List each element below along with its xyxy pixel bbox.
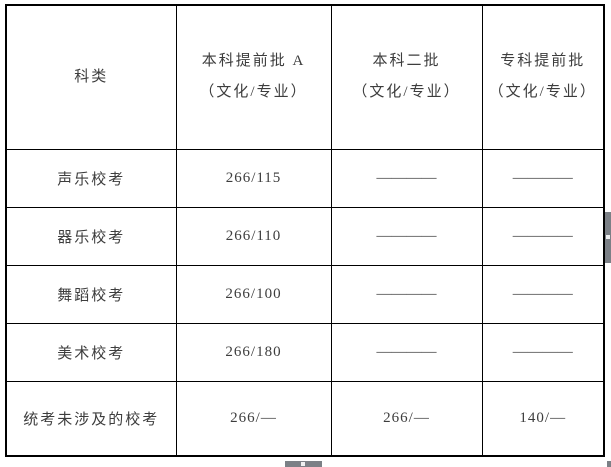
cell-benke-tiqian-a: 266/115 [175, 148, 332, 208]
header-benke-erpi: 本科二批 （文化/专业） [330, 4, 483, 150]
header-benke-erpi-line2: （文化/专业） [352, 84, 461, 101]
header-category-label: 科类 [74, 68, 109, 85]
cell-benke-erpi: ———— [330, 264, 483, 324]
row-category: 器乐校考 [5, 206, 177, 266]
vertical-scrollbar-thumb[interactable] [605, 212, 611, 263]
header-zhuanke-tiqian-line2: （文化/专业） [488, 84, 597, 101]
header-zhuanke-tiqian: 专科提前批 （文化/专业） [481, 4, 605, 150]
table-row: 器乐校考 266/110 ———— ———— [5, 206, 605, 266]
cell-benke-tiqian-a: 266/110 [175, 206, 332, 266]
scrollbar-grip [301, 462, 305, 466]
cell-benke-erpi: ———— [330, 206, 483, 266]
cell-zhuanke-tiqian: ———— [481, 322, 605, 382]
cell-benke-erpi: ———— [330, 322, 483, 382]
scrollbar-grip [606, 235, 610, 239]
header-zhuanke-tiqian-line1: 专科提前批 [500, 53, 586, 70]
row-category: 美术校考 [5, 322, 177, 382]
row-category: 舞蹈校考 [5, 264, 177, 324]
row-category: 声乐校考 [5, 148, 177, 208]
cell-benke-tiqian-a: 266/— [175, 380, 332, 457]
cell-zhuanke-tiqian: ———— [481, 206, 605, 266]
cell-benke-erpi: 266/— [330, 380, 483, 457]
table-row: 统考未涉及的校考 266/— 266/— 140/— [5, 380, 605, 457]
header-benke-tiqian-a-line2: （文化/专业） [199, 84, 308, 101]
table-row: 舞蹈校考 266/100 ———— ———— [5, 264, 605, 324]
score-table: 科类 本科提前批 A （文化/专业） 本科二批 （文化/专业） 专科提前批 （文… [5, 4, 605, 457]
header-benke-tiqian-a-line1: 本科提前批 A [201, 53, 306, 70]
row-category: 统考未涉及的校考 [5, 380, 177, 457]
cell-benke-erpi: ———— [330, 148, 483, 208]
cell-zhuanke-tiqian: ———— [481, 148, 605, 208]
cell-benke-tiqian-a: 266/180 [175, 322, 332, 382]
scrollbar-corner [607, 461, 611, 467]
table-row: 美术校考 266/180 ———— ———— [5, 322, 605, 382]
horizontal-scrollbar-thumb[interactable] [285, 461, 322, 467]
table-row: 声乐校考 266/115 ———— ———— [5, 148, 605, 208]
header-category: 科类 [5, 4, 177, 150]
header-benke-erpi-line1: 本科二批 [372, 53, 441, 70]
cell-zhuanke-tiqian: ———— [481, 264, 605, 324]
cell-zhuanke-tiqian: 140/— [481, 380, 605, 457]
header-benke-tiqian-a: 本科提前批 A （文化/专业） [175, 4, 332, 150]
cell-benke-tiqian-a: 266/100 [175, 264, 332, 324]
table-header-row: 科类 本科提前批 A （文化/专业） 本科二批 （文化/专业） 专科提前批 （文… [5, 4, 605, 150]
